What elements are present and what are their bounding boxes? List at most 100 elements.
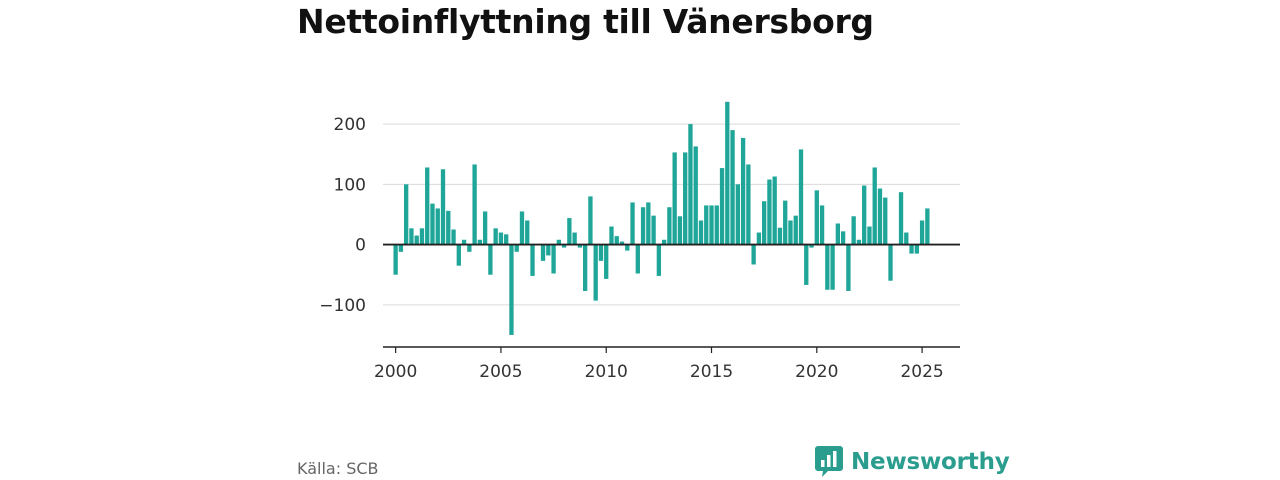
bar <box>735 184 740 245</box>
bar <box>525 220 530 245</box>
bar <box>898 192 904 245</box>
bar <box>630 202 635 245</box>
bar <box>793 215 798 245</box>
bar <box>761 201 767 245</box>
bar <box>819 205 825 245</box>
bar <box>604 244 609 279</box>
source-note: Källa: SCB <box>297 459 379 478</box>
bar <box>672 152 677 245</box>
y-tick-label: 100 <box>334 175 366 195</box>
bar <box>456 244 461 266</box>
bar <box>851 216 856 245</box>
bar <box>398 244 404 252</box>
bar <box>846 244 851 291</box>
x-tick-label: 2010 <box>585 362 628 382</box>
bar <box>667 207 672 245</box>
bar <box>809 244 814 248</box>
brand-logo: Newsworthy <box>815 446 1010 478</box>
y-tick-label: 0 <box>355 236 366 256</box>
bar <box>609 226 614 245</box>
bar <box>593 244 598 301</box>
bar <box>714 205 719 245</box>
bar <box>719 168 725 245</box>
bar <box>477 239 483 245</box>
bar <box>614 236 619 245</box>
bar <box>783 200 788 245</box>
bar <box>919 220 925 245</box>
bar <box>435 208 440 245</box>
bar <box>840 231 846 245</box>
bar <box>904 232 909 245</box>
bar <box>519 211 525 245</box>
x-tick-label: 2025 <box>900 362 943 382</box>
bar <box>814 190 819 245</box>
bar <box>446 210 451 245</box>
bar <box>830 244 835 290</box>
bar <box>583 244 588 291</box>
bar <box>777 227 783 245</box>
bar <box>504 234 509 245</box>
bar <box>725 101 730 245</box>
bar <box>451 229 456 245</box>
bar <box>425 167 430 245</box>
bar <box>551 244 556 274</box>
brand-name: Newsworthy <box>851 449 1010 475</box>
bar <box>467 244 472 252</box>
bar <box>393 244 398 275</box>
bar <box>598 244 604 261</box>
bar <box>430 203 435 245</box>
x-tick-label: 2005 <box>479 362 522 382</box>
bar <box>540 244 546 261</box>
bar <box>493 228 498 245</box>
bar <box>577 244 583 248</box>
x-axis-ticks: 2000 2005 2010 2015 2020 2025 <box>374 347 944 382</box>
bar <box>688 124 693 245</box>
bar <box>567 218 572 245</box>
bar <box>635 244 640 274</box>
chart-title: Nettoinflyttning till Vänersborg <box>297 2 874 41</box>
bar <box>530 244 535 276</box>
bar <box>461 239 467 245</box>
bar <box>914 244 919 254</box>
bar <box>788 220 793 245</box>
bar <box>488 244 493 275</box>
x-tick-label: 2015 <box>690 362 733 382</box>
bar <box>661 239 667 245</box>
bar <box>872 167 877 245</box>
bar <box>746 164 751 245</box>
bar <box>867 226 872 245</box>
bar-chart-speech-bubble-icon <box>815 446 843 477</box>
bar <box>498 232 504 245</box>
bar <box>646 202 651 245</box>
bar <box>556 239 561 245</box>
bar <box>804 244 809 285</box>
bar <box>409 228 414 245</box>
bar <box>588 196 593 245</box>
bar <box>883 197 888 245</box>
bar <box>856 239 862 245</box>
grid-lines <box>383 123 960 306</box>
bar <box>546 244 551 256</box>
bar <box>414 235 419 245</box>
bar <box>877 188 883 245</box>
bar <box>909 244 914 254</box>
bar <box>767 179 772 245</box>
bar <box>472 164 477 245</box>
y-tick-label: 200 <box>334 115 366 135</box>
bar <box>756 232 762 245</box>
y-tick-label: −100 <box>319 296 366 316</box>
bar <box>888 244 893 281</box>
bar <box>440 169 446 245</box>
bar <box>619 241 625 245</box>
bar <box>683 152 688 245</box>
bar <box>693 146 698 245</box>
x-tick-label: 2020 <box>795 362 838 382</box>
y-axis-ticks: −100 0 100 200 <box>319 115 366 316</box>
bar <box>419 228 425 245</box>
bar <box>509 244 514 335</box>
bar <box>709 205 714 245</box>
bar-series <box>393 101 930 335</box>
bar <box>651 215 656 245</box>
bar <box>825 244 830 290</box>
